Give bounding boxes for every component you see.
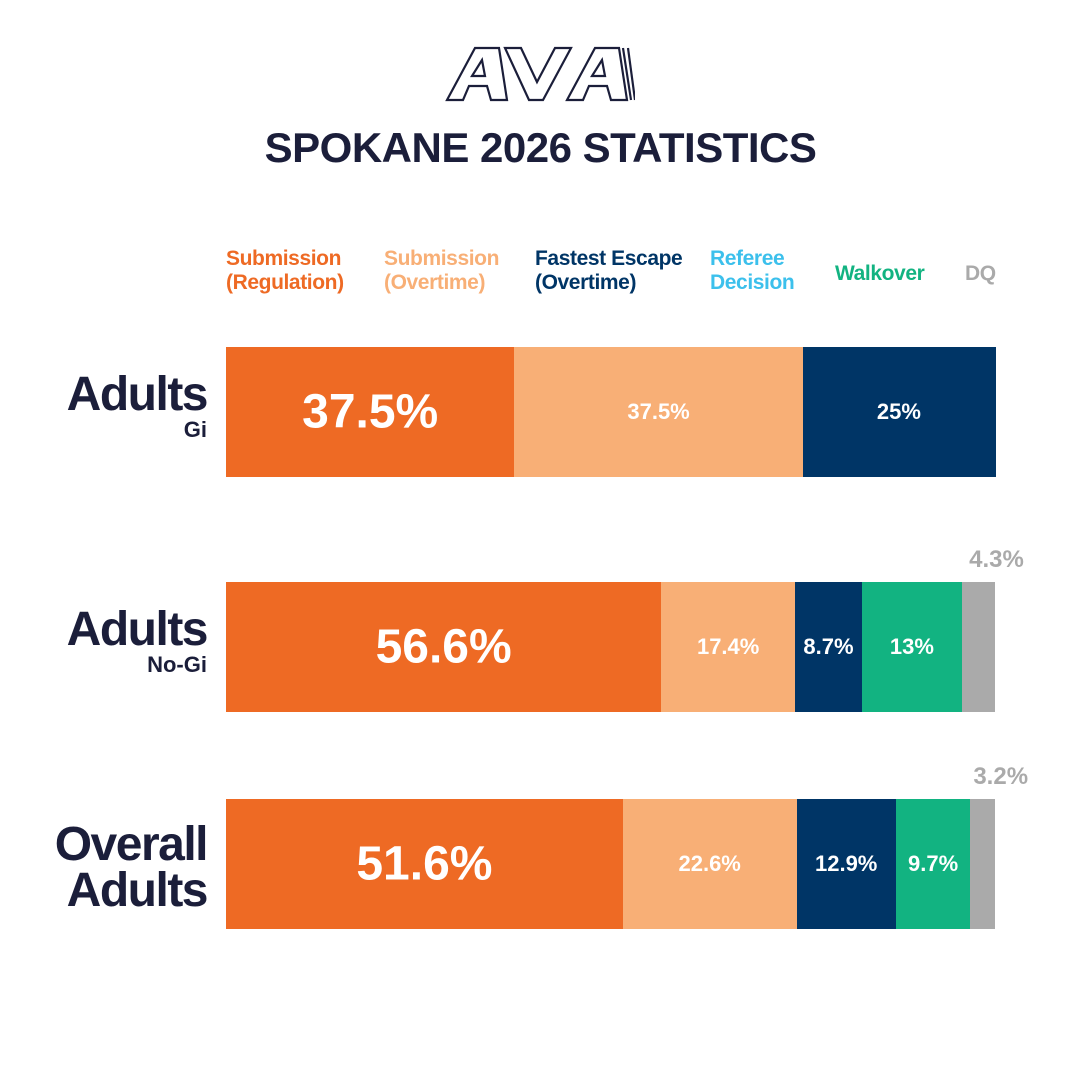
ava-logo xyxy=(445,46,635,102)
data-label: 37.5% xyxy=(627,399,690,424)
data-label: 51.6% xyxy=(356,837,493,891)
row-label-main: Adults xyxy=(66,603,209,656)
bar-segment-walkover xyxy=(895,799,971,929)
legend-label-line1: Fastest Escape xyxy=(535,247,683,270)
data-label-outside: 4.3% xyxy=(969,546,1024,573)
legend-label-line1: Submission xyxy=(226,247,342,270)
row-label-main: Overall xyxy=(54,818,209,871)
bar-segment-sub-ot xyxy=(661,582,796,712)
page-title: SPOKANE 2026 STATISTICS xyxy=(264,124,817,171)
data-label: 17.4% xyxy=(696,634,760,659)
row-label-sub: No-Gi xyxy=(147,652,207,677)
bar-segment-escape xyxy=(802,347,996,477)
data-label: 25% xyxy=(876,399,921,424)
bar-segment-sub-reg xyxy=(226,582,662,712)
legend-item-escape: Fastest Escape (Overtime) xyxy=(535,247,683,295)
row-label: Adults Gi xyxy=(66,368,209,442)
legend-item-sub-ot: Submission (Overtime) xyxy=(384,247,499,295)
data-label: 13% xyxy=(889,634,934,659)
legend-item-walkover: Walkover xyxy=(835,262,925,286)
data-label: 9.7% xyxy=(908,851,959,876)
bar-segment-sub-ot xyxy=(622,799,798,929)
legend-item-dq: DQ xyxy=(965,262,996,286)
data-label: 56.6% xyxy=(375,620,512,674)
data-label: 8.7% xyxy=(803,634,854,659)
legend-item-referee: Referee Decision xyxy=(710,247,795,295)
legend-label-line2: (Regulation) xyxy=(226,271,344,294)
legend-label-line2: (Overtime) xyxy=(535,271,637,294)
data-label-outside: 3.2% xyxy=(973,763,1029,790)
bar-segment-sub-reg xyxy=(226,799,624,929)
data-label: 37.5% xyxy=(302,385,439,439)
bar-segment-escape xyxy=(795,582,863,712)
legend-label-line1: Referee xyxy=(710,247,785,270)
data-label: 22.6% xyxy=(678,851,741,876)
bar-segment-sub-reg xyxy=(226,347,515,477)
row-label-main: Adults xyxy=(66,368,209,421)
legend-label-line2: (Overtime) xyxy=(384,271,486,294)
bar-segment-dq xyxy=(970,799,996,929)
stacked-bar: 51.6% 22.6% 12.9% 9.7% 3.2% xyxy=(226,763,1028,929)
row-label-sub: Gi xyxy=(183,417,207,442)
legend-label-line2: Decision xyxy=(710,271,795,294)
legend-item-sub-reg: Submission (Regulation) xyxy=(226,247,344,295)
bar-segment-dq xyxy=(961,582,996,712)
stacked-bar: 56.6% 17.4% 8.7% 13% 4.3% xyxy=(226,546,1024,712)
bar-segment-walkover xyxy=(861,582,963,712)
bar-segment-escape xyxy=(796,799,897,929)
row-label: Adults No-Gi xyxy=(66,603,209,677)
bar-segment-sub-ot xyxy=(514,347,804,477)
legend-label-line1: Submission xyxy=(384,247,500,270)
legend-label-line1: Walkover xyxy=(835,262,925,285)
stacked-bar: 37.5% 37.5% 25% xyxy=(226,347,996,477)
row-label-sub: Adults xyxy=(66,864,209,917)
data-label: 12.9% xyxy=(814,851,878,876)
row-label: Overall Adults xyxy=(54,818,209,917)
legend-label-line1: DQ xyxy=(965,262,996,285)
